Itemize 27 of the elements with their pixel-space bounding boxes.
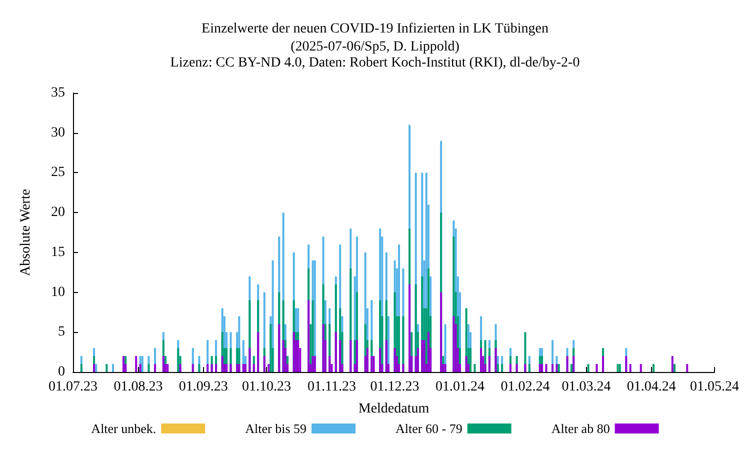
x-tick-label: 01.10.23 <box>242 380 291 394</box>
x-tick-label: 01.07.23 <box>48 380 98 394</box>
y-tick-label: 30 <box>51 125 65 140</box>
y-tick-label: 0 <box>58 364 65 380</box>
x-axis-title: Meldedatum <box>358 402 430 416</box>
x-tick-label: 01.11.23 <box>307 380 356 394</box>
legend-label: Alter 60 - 79 <box>396 421 462 436</box>
y-axis-title: Absolute Werte <box>18 189 34 276</box>
y-tick-label: 35 <box>51 86 65 100</box>
y-tick-label: 15 <box>51 244 65 260</box>
y-tick-label: 5 <box>58 324 65 340</box>
chart-subtitle: (2025-07-06/Sp5, D. Lippold) Lizenz: CC BY-ND 4.0, Daten: Robert Koch-Institut (RKI), dl-de/by-2-0 <box>170 40 580 70</box>
x-tick-label: 01.12.23 <box>370 380 420 394</box>
chart-title: Einzelwerte der neuen COVID-19 Infizierten in LK Tübingen <box>202 22 548 36</box>
x-tick-label: 01.03.24 <box>562 380 611 394</box>
legend-label: Alter unbek. <box>91 421 156 436</box>
legend-label: Alter ab 80 <box>551 421 610 436</box>
y-tick-label: 10 <box>51 284 65 300</box>
y-tick-label: 20 <box>51 205 65 220</box>
y-tick-label: 25 <box>51 165 65 180</box>
x-tick-label: 01.02.24 <box>500 380 550 394</box>
x-tick-label: 01.01.24 <box>436 380 485 394</box>
x-tick-label: 01.04.24 <box>626 380 676 394</box>
x-tick-label: 01.08.23 <box>114 380 163 394</box>
x-tick-label: 01.05.24 <box>690 380 739 394</box>
legend-label: Alter bis 59 <box>245 421 307 436</box>
x-tick-label: 01.09.23 <box>178 380 228 394</box>
